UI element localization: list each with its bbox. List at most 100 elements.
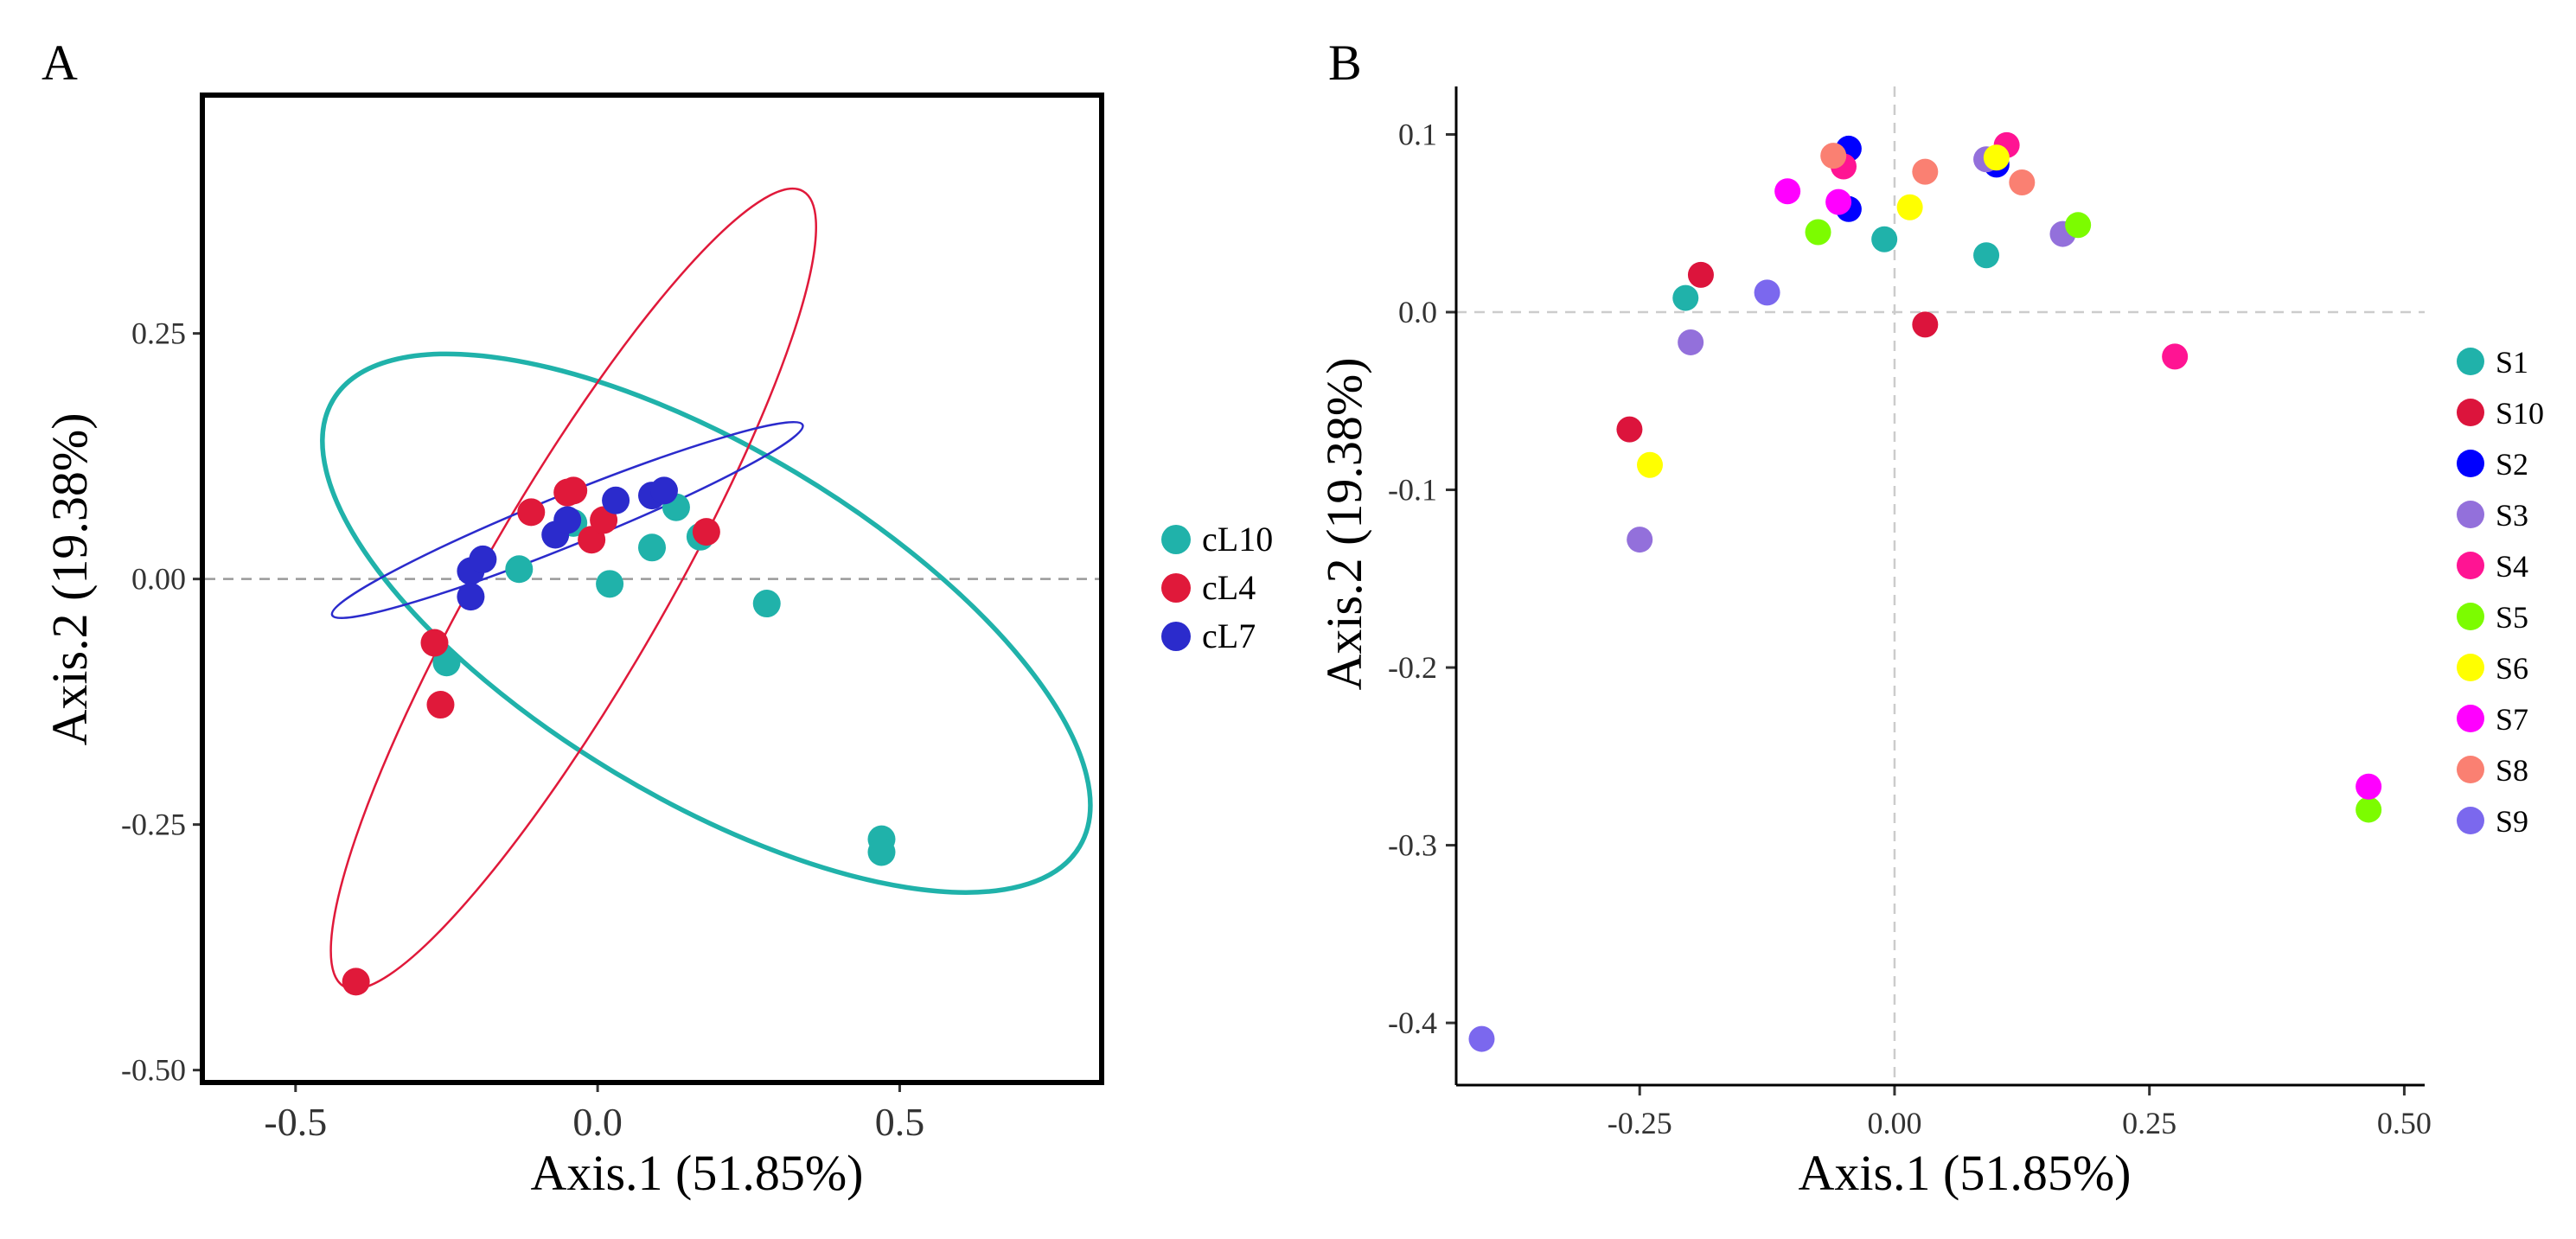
legend-label: S1 <box>2496 345 2528 380</box>
panel-b-points <box>1468 131 2382 1052</box>
point-cL7 <box>553 506 582 534</box>
y-tick-label: -0.1 <box>1388 473 1437 508</box>
panel-a-frame <box>200 93 1104 1085</box>
panel-b-reference-lines <box>1456 86 2425 1085</box>
point-cL7 <box>457 583 485 611</box>
panel-b-letter: B <box>1328 35 1362 91</box>
point-cL10 <box>596 570 624 598</box>
point-cL4 <box>559 476 588 505</box>
confidence-ellipse-cL10 <box>320 351 1093 895</box>
panel-a-pcoa: A Axis.1 (51.85%) Axis.2 (19.38%) -0.5 0.… <box>42 35 1273 1201</box>
point-S6 <box>1896 194 1923 220</box>
legend-key-S2 <box>2457 450 2484 477</box>
y-tick-label: -0.25 <box>121 808 186 842</box>
legend-label: cL10 <box>1202 520 1273 559</box>
x-tick-label: 0.5 <box>875 1100 925 1144</box>
panel-a-x-axis-title: Axis.1 (51.85%) <box>530 1145 863 1201</box>
point-cL10 <box>638 533 666 562</box>
point-S7 <box>2355 773 2382 800</box>
y-tick-label: 0.1 <box>1398 117 1437 151</box>
legend-label: S6 <box>2496 651 2528 686</box>
legend-key-S4 <box>2457 552 2484 579</box>
legend-key-cL7 <box>1161 622 1191 651</box>
legend-label: cL7 <box>1202 616 1256 655</box>
panel-a-legend: cL10 cL4 cL7 <box>1161 520 1273 655</box>
y-tick-label: -0.3 <box>1388 828 1437 863</box>
panel-a-ticks: -0.5 0.0 0.5 -0.50 -0.25 0.00 0.25 <box>121 316 924 1144</box>
legend-key-S1 <box>2457 348 2484 375</box>
point-S7 <box>1825 188 1852 215</box>
panel-b-pcoa: B Axis.1 (51.85%) Axis.2 (19.38%) -0.25 0… <box>1316 35 2544 1201</box>
point-cL4 <box>692 518 720 546</box>
point-S8 <box>1820 143 1847 169</box>
legend-key-S5 <box>2457 603 2484 630</box>
point-cL4 <box>517 498 546 527</box>
legend-key-cL10 <box>1161 525 1191 554</box>
point-S9 <box>1468 1025 1495 1052</box>
panel-b-y-axis-title: Axis.2 (19.38%) <box>1316 357 1372 690</box>
y-tick-label: 0.0 <box>1398 295 1437 329</box>
point-cL10 <box>867 838 896 866</box>
legend-label: S9 <box>2496 804 2528 839</box>
point-cL7 <box>602 486 630 514</box>
panel-b-legend: S1 S10 S2 S3 S4 S5 S6 S7 S8 S9 <box>2457 345 2544 839</box>
point-S9 <box>1754 279 1780 306</box>
point-S8 <box>1912 158 1939 185</box>
point-cL7 <box>649 476 678 505</box>
point-S1 <box>1973 242 2000 269</box>
confidence-ellipse-cL4 <box>329 187 817 991</box>
point-cL4 <box>426 691 455 719</box>
legend-label: cL4 <box>1202 568 1256 607</box>
y-tick-label: -0.2 <box>1388 650 1437 685</box>
x-tick-label: 0.00 <box>1867 1106 1921 1140</box>
point-S4 <box>2162 343 2189 370</box>
y-tick-label: -0.50 <box>121 1053 186 1088</box>
point-cL4 <box>420 629 449 657</box>
x-tick-label: -0.25 <box>1608 1106 1672 1140</box>
point-S3 <box>1678 329 1704 355</box>
point-S7 <box>1774 178 1801 205</box>
legend-key-cL4 <box>1161 573 1191 603</box>
legend-key-S8 <box>2457 756 2484 783</box>
legend-key-S9 <box>2457 807 2484 834</box>
legend-label: S2 <box>2496 447 2528 482</box>
legend-label: S10 <box>2496 396 2544 431</box>
x-tick-label: 0.0 <box>572 1100 623 1144</box>
point-S5 <box>2355 796 2382 823</box>
legend-key-S3 <box>2457 501 2484 528</box>
y-tick-label: 0.00 <box>131 562 186 597</box>
legend-label: S7 <box>2496 702 2528 737</box>
point-S5 <box>2065 212 2092 239</box>
point-S1 <box>1672 284 1699 311</box>
panel-a-y-axis-title: Axis.2 (19.38%) <box>42 412 98 745</box>
panel-b-x-axis-title: Axis.1 (51.85%) <box>1798 1145 2131 1201</box>
x-tick-label: 0.50 <box>2377 1106 2432 1140</box>
point-S1 <box>1871 226 1898 252</box>
point-S10 <box>1912 311 1939 338</box>
legend-label: S4 <box>2496 549 2528 584</box>
point-cL10 <box>752 590 781 618</box>
y-tick-label: -0.4 <box>1388 1006 1437 1040</box>
panel-b-ticks: -0.25 0.00 0.25 0.50 -0.4 -0.3 -0.2 -0.1 0.0 0.1 <box>1388 117 2432 1140</box>
point-S10 <box>1616 416 1643 443</box>
point-cL7 <box>469 545 497 573</box>
legend-key-S10 <box>2457 399 2484 426</box>
point-S6 <box>1637 451 1663 478</box>
panel-a-points <box>342 476 896 996</box>
x-tick-label: -0.5 <box>264 1100 327 1144</box>
legend-key-S7 <box>2457 705 2484 732</box>
legend-key-S6 <box>2457 654 2484 681</box>
point-S3 <box>1627 527 1653 553</box>
point-cL4 <box>342 968 370 996</box>
legend-label: S5 <box>2496 600 2528 635</box>
legend-label: S8 <box>2496 753 2528 788</box>
y-tick-label: 0.25 <box>131 316 186 351</box>
point-S8 <box>2009 169 2036 195</box>
point-S5 <box>1805 219 1831 246</box>
point-cL10 <box>505 555 534 584</box>
panel-a-ellipses <box>320 187 1093 991</box>
legend-label: S3 <box>2496 498 2528 533</box>
x-tick-label: 0.25 <box>2122 1106 2176 1140</box>
panel-a-letter: A <box>42 35 78 91</box>
